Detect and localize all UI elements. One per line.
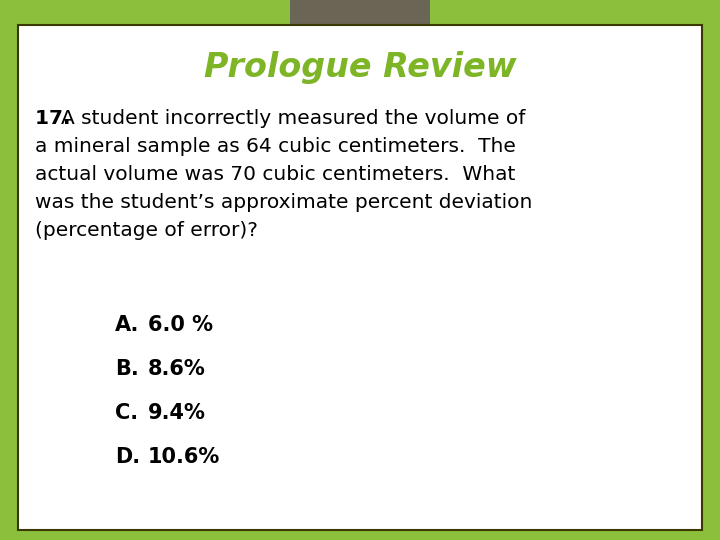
Text: D.: D. xyxy=(115,447,140,467)
Text: 8.6%: 8.6% xyxy=(148,359,206,379)
Text: actual volume was 70 cubic centimeters.  What: actual volume was 70 cubic centimeters. … xyxy=(35,165,516,184)
Text: B.: B. xyxy=(115,359,139,379)
Text: 9.4%: 9.4% xyxy=(148,403,206,423)
Text: Prologue Review: Prologue Review xyxy=(204,51,516,84)
Text: A.: A. xyxy=(115,315,140,335)
Text: a mineral sample as 64 cubic centimeters.  The: a mineral sample as 64 cubic centimeters… xyxy=(35,137,516,156)
Text: 6.0 %: 6.0 % xyxy=(148,315,213,335)
Text: (percentage of error)?: (percentage of error)? xyxy=(35,220,258,240)
Text: was the student’s approximate percent deviation: was the student’s approximate percent de… xyxy=(35,192,532,212)
FancyBboxPatch shape xyxy=(290,0,430,31)
Text: C.: C. xyxy=(115,403,138,423)
Text: 17.: 17. xyxy=(35,109,78,127)
Text: A student incorrectly measured the volume of: A student incorrectly measured the volum… xyxy=(61,109,526,127)
Text: 10.6%: 10.6% xyxy=(148,447,220,467)
FancyBboxPatch shape xyxy=(18,25,702,530)
